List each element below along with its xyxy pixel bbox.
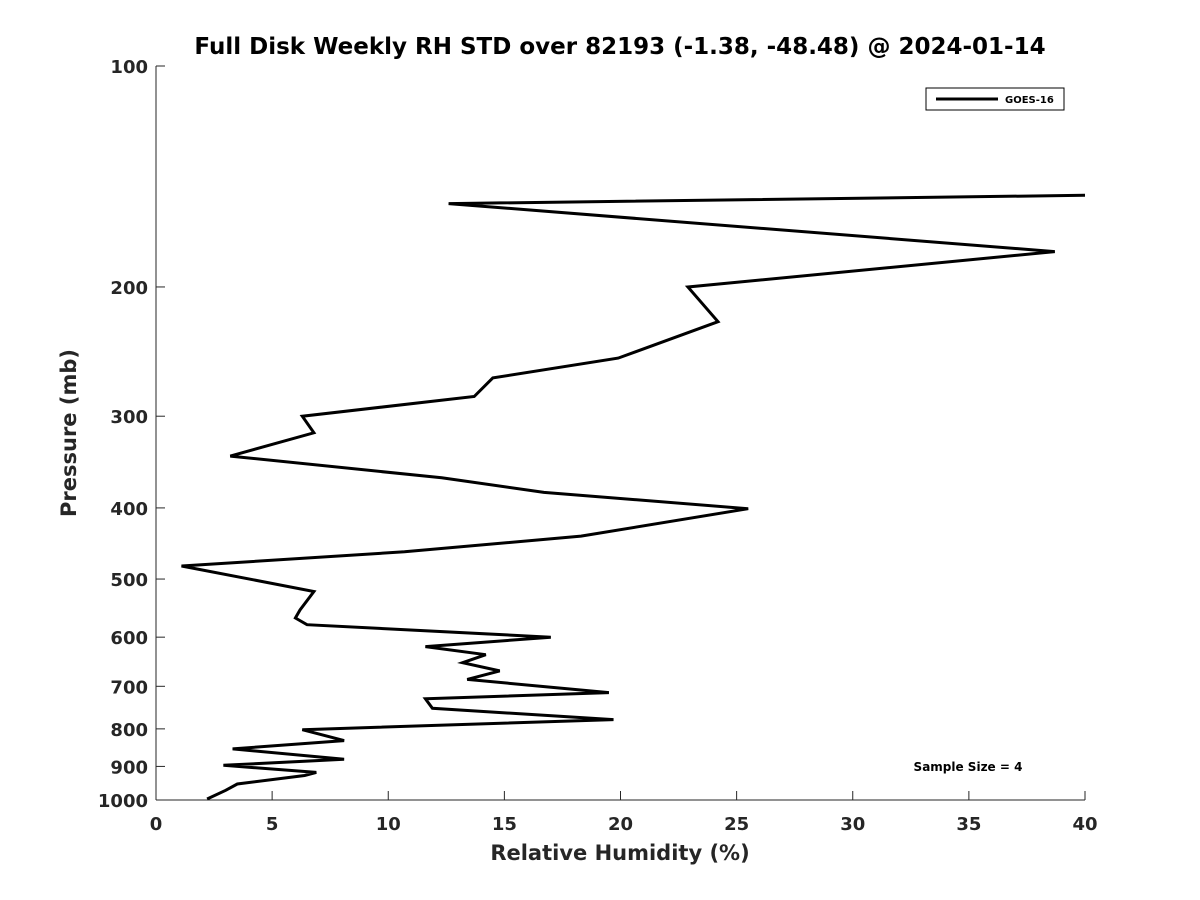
x-tick-label: 25 <box>724 814 749 835</box>
x-tick-label: 5 <box>266 814 279 835</box>
y-tick-label: 1000 <box>98 791 148 812</box>
x-tick-label: 10 <box>376 814 401 835</box>
legend: GOES-16 <box>925 87 1065 111</box>
x-tick-label: 0 <box>150 814 163 835</box>
x-tick-label: 15 <box>492 814 517 835</box>
y-axis-label: Pressure (mb) <box>57 349 81 517</box>
y-tick-label: 500 <box>110 570 148 591</box>
y-tick-label: 100 <box>110 57 148 78</box>
y-tick-label: 200 <box>110 278 148 299</box>
y-tick-label: 900 <box>110 757 148 778</box>
y-tick-label: 400 <box>110 499 148 520</box>
y-tick-label: 300 <box>110 407 148 428</box>
series-line-goes-16 <box>181 193 1086 801</box>
y-tick-label: 800 <box>110 720 148 741</box>
x-tick-label: 20 <box>608 814 633 835</box>
y-tick-label: 700 <box>110 677 148 698</box>
chart-title: Full Disk Weekly RH STD over 82193 (-1.3… <box>194 34 1045 60</box>
legend-label-goes-16: GOES-16 <box>1005 95 1054 106</box>
x-tick-label: 35 <box>956 814 981 835</box>
axes: 0 5 10 15 20 25 30 35 40 100 200 300 400 500 600 700 800… <box>98 57 1098 835</box>
plot-area <box>181 193 1086 801</box>
sample-size-annotation: Sample Size = 4 <box>914 760 1023 774</box>
x-axis-label: Relative Humidity (%) <box>490 841 749 865</box>
x-tick-label: 30 <box>840 814 865 835</box>
y-tick-label: 600 <box>110 628 148 649</box>
x-tick-label: 40 <box>1072 814 1097 835</box>
